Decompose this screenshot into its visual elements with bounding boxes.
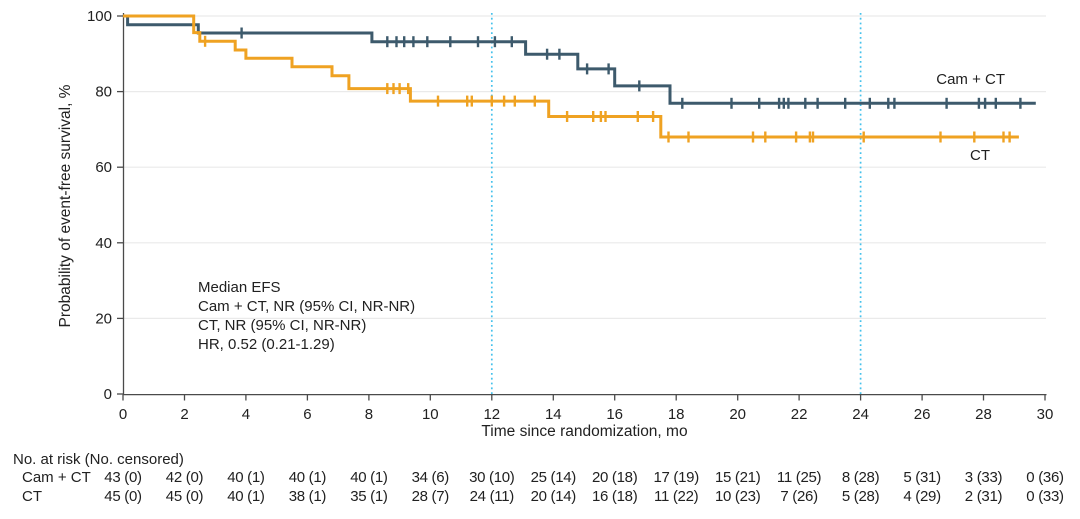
risk-value: 8 (28) bbox=[841, 469, 880, 486]
risk-value: 16 (18) bbox=[591, 488, 638, 505]
annotation-median-efs: Median EFS bbox=[198, 279, 281, 296]
x-tick-label: 10 bbox=[422, 406, 439, 423]
risk-value: 35 (1) bbox=[350, 488, 388, 505]
y-tick-label: 40 bbox=[95, 235, 112, 252]
x-tick-label: 28 bbox=[975, 406, 992, 423]
risk-value: 0 (36) bbox=[1026, 469, 1064, 486]
x-tick-label: 6 bbox=[303, 406, 311, 423]
x-tick-label: 0 bbox=[119, 406, 127, 423]
y-tick-label: 20 bbox=[95, 310, 112, 327]
risk-value: 5 (28) bbox=[841, 488, 880, 505]
annotation-camct-ci: Cam + CT, NR (95% CI, NR-NR) bbox=[198, 298, 416, 315]
risk-row-label-ct: CT bbox=[22, 488, 42, 505]
risk-value: 3 (33) bbox=[964, 469, 1003, 486]
y-tick-label: 0 bbox=[104, 386, 112, 403]
risk-value: 11 (22) bbox=[654, 488, 699, 505]
risk-value: 20 (14) bbox=[530, 488, 577, 505]
risk-value: 42 (0) bbox=[165, 469, 204, 486]
risk-value: 24 (11) bbox=[469, 488, 515, 505]
risk-value: 25 (14) bbox=[530, 469, 577, 486]
x-tick-label: 22 bbox=[791, 406, 808, 423]
risk-value: 17 (19) bbox=[653, 469, 699, 486]
x-tick-label: 20 bbox=[729, 406, 746, 423]
survival-curve-camct bbox=[123, 14, 1036, 105]
y-tick-label: 60 bbox=[95, 159, 112, 176]
y-axis-title: Probability of event-free survival, % bbox=[57, 84, 74, 328]
risk-value: 20 (18) bbox=[591, 469, 638, 486]
risk-value: 45 (0) bbox=[104, 488, 142, 505]
annotation-ct-ci: CT, NR (95% CI, NR-NR) bbox=[198, 317, 367, 334]
risk-value: 10 (23) bbox=[714, 488, 761, 505]
risk-value: 40 (1) bbox=[227, 469, 265, 486]
stats-annotation: Median EFS Cam + CT, NR (95% CI, NR-NR) … bbox=[198, 278, 415, 354]
x-tick-label: 18 bbox=[668, 406, 685, 423]
survival-curve-ct bbox=[123, 14, 1019, 139]
x-axis-title: Time since randomization, mo bbox=[481, 423, 688, 440]
risk-value: 45 (0) bbox=[165, 488, 204, 505]
x-tick-label: 14 bbox=[545, 406, 562, 423]
risk-value: 34 (6) bbox=[411, 469, 450, 486]
risk-value: 7 (26) bbox=[780, 488, 818, 505]
x-tick-label: 12 bbox=[483, 406, 500, 423]
x-tick-label: 4 bbox=[242, 406, 250, 423]
x-tick-label: 26 bbox=[914, 406, 931, 423]
risk-value: 40 (1) bbox=[350, 469, 388, 486]
risk-value: 28 (7) bbox=[411, 488, 450, 505]
risk-value: 38 (1) bbox=[288, 488, 327, 505]
risk-value: 15 (21) bbox=[714, 469, 761, 486]
risk-row-label-camct: Cam + CT bbox=[22, 469, 91, 486]
risk-value: 0 (33) bbox=[1026, 488, 1064, 505]
y-tick-label: 80 bbox=[95, 84, 112, 101]
risk-value: 2 (31) bbox=[964, 488, 1003, 505]
series-label-ct: CT bbox=[970, 147, 990, 164]
x-tick-label: 2 bbox=[180, 406, 188, 423]
annotation-hazard-ratio: HR, 0.52 (0.21-1.29) bbox=[198, 336, 335, 353]
y-tick-label: 100 bbox=[87, 8, 112, 25]
risk-value: 5 (31) bbox=[903, 469, 941, 486]
risk-table-header: No. at risk (No. censored) bbox=[13, 451, 184, 468]
risk-value: 43 (0) bbox=[104, 469, 142, 486]
x-tick-label: 24 bbox=[852, 406, 869, 423]
x-tick-label: 8 bbox=[365, 406, 373, 423]
x-tick-label: 16 bbox=[606, 406, 623, 423]
risk-value: 30 (10) bbox=[469, 469, 515, 486]
risk-value: 40 (1) bbox=[227, 488, 265, 505]
risk-value: 11 (25) bbox=[776, 469, 822, 486]
series-label-camct: Cam + CT bbox=[936, 71, 1005, 88]
risk-value: 4 (29) bbox=[903, 488, 941, 505]
x-tick-label: 30 bbox=[1037, 406, 1054, 423]
risk-value: 40 (1) bbox=[288, 469, 327, 486]
